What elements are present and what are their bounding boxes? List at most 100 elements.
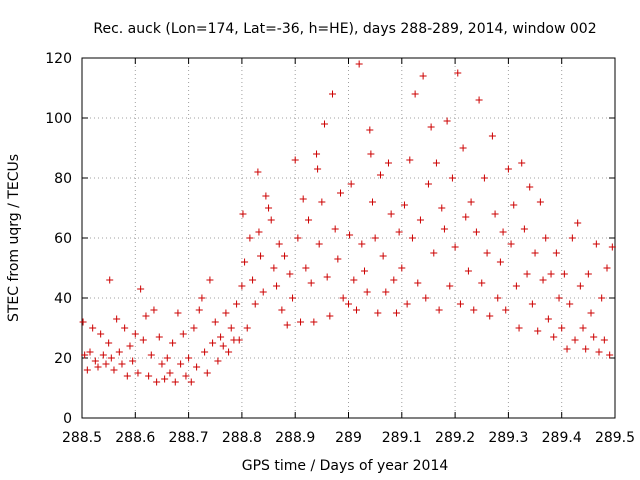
data-point bbox=[395, 228, 403, 236]
data-point bbox=[267, 216, 275, 224]
data-point bbox=[206, 276, 214, 284]
x-tick-label: 289.3 bbox=[488, 430, 528, 446]
data-point bbox=[161, 375, 169, 383]
y-tick-label: 100 bbox=[45, 111, 72, 127]
data-point bbox=[145, 372, 153, 380]
data-point bbox=[558, 324, 566, 332]
data-point bbox=[539, 276, 547, 284]
data-point bbox=[560, 270, 568, 278]
data-point bbox=[235, 336, 243, 344]
data-point bbox=[598, 294, 606, 302]
data-point bbox=[424, 180, 432, 188]
data-point bbox=[592, 240, 600, 248]
data-point bbox=[307, 279, 315, 287]
data-point bbox=[239, 210, 247, 218]
data-point bbox=[358, 240, 366, 248]
x-tick-label: 288.9 bbox=[275, 430, 315, 446]
data-point bbox=[241, 258, 249, 266]
data-point bbox=[579, 324, 587, 332]
data-point bbox=[89, 324, 97, 332]
data-point bbox=[346, 231, 354, 239]
data-point bbox=[182, 372, 190, 380]
data-point bbox=[563, 345, 571, 353]
data-point bbox=[568, 234, 576, 242]
y-tick-label: 0 bbox=[63, 411, 72, 427]
data-point bbox=[523, 270, 531, 278]
data-point bbox=[566, 300, 574, 308]
data-point bbox=[190, 324, 198, 332]
data-point bbox=[134, 369, 142, 377]
data-point bbox=[502, 306, 510, 314]
data-point bbox=[435, 306, 443, 314]
data-point bbox=[600, 336, 608, 344]
data-point bbox=[448, 174, 456, 182]
data-point bbox=[273, 282, 281, 290]
data-point bbox=[510, 201, 518, 209]
data-point bbox=[376, 171, 384, 179]
data-point bbox=[81, 351, 89, 359]
data-point bbox=[310, 318, 318, 326]
data-point bbox=[443, 117, 451, 125]
data-point bbox=[499, 228, 507, 236]
data-point bbox=[153, 378, 161, 386]
data-point bbox=[225, 348, 233, 356]
data-point bbox=[254, 168, 262, 176]
data-point bbox=[456, 300, 464, 308]
data-point bbox=[347, 180, 355, 188]
data-point bbox=[438, 204, 446, 212]
data-point bbox=[555, 294, 563, 302]
data-point bbox=[603, 264, 611, 272]
data-point bbox=[326, 312, 334, 320]
data-point bbox=[209, 339, 217, 347]
data-point bbox=[262, 192, 270, 200]
data-point bbox=[512, 282, 520, 290]
x-tick-label: 289.2 bbox=[435, 430, 475, 446]
data-point bbox=[217, 333, 225, 341]
y-tick-label: 40 bbox=[54, 291, 72, 307]
x-tick-label: 289.5 bbox=[595, 430, 635, 446]
data-point bbox=[185, 354, 193, 362]
data-point bbox=[518, 159, 526, 167]
grid bbox=[82, 58, 615, 418]
x-tick-label: 289.1 bbox=[382, 430, 422, 446]
data-point bbox=[281, 252, 289, 260]
data-point bbox=[454, 69, 462, 77]
data-point bbox=[430, 249, 438, 257]
data-point bbox=[379, 252, 387, 260]
data-point bbox=[371, 234, 379, 242]
data-point bbox=[99, 351, 107, 359]
data-point bbox=[169, 339, 177, 347]
data-point bbox=[110, 366, 118, 374]
data-point bbox=[158, 360, 166, 368]
data-point bbox=[163, 354, 171, 362]
data-point bbox=[374, 309, 382, 317]
data-point bbox=[384, 159, 392, 167]
y-tick-label: 20 bbox=[54, 351, 72, 367]
data-point bbox=[155, 333, 163, 341]
data-point bbox=[550, 333, 558, 341]
data-point bbox=[427, 123, 435, 131]
data-point bbox=[345, 300, 352, 308]
data-point bbox=[337, 189, 345, 197]
x-tick-label: 288.7 bbox=[169, 430, 209, 446]
data-point bbox=[286, 270, 294, 278]
data-point bbox=[390, 276, 398, 284]
y-tick-label: 80 bbox=[54, 171, 72, 187]
data-point bbox=[166, 369, 174, 377]
data-point bbox=[297, 318, 305, 326]
data-point bbox=[352, 306, 360, 314]
data-point bbox=[507, 240, 515, 248]
data-point bbox=[590, 333, 598, 341]
data-point bbox=[582, 345, 590, 353]
data-point bbox=[195, 306, 203, 314]
data-point bbox=[392, 309, 400, 317]
data-point bbox=[595, 348, 603, 356]
data-point bbox=[432, 159, 440, 167]
data-point bbox=[314, 165, 322, 173]
data-point bbox=[470, 306, 478, 314]
data-point bbox=[526, 183, 534, 191]
data-point bbox=[106, 276, 114, 284]
data-point bbox=[83, 366, 91, 374]
data-point bbox=[150, 306, 158, 314]
data-point bbox=[275, 240, 283, 248]
